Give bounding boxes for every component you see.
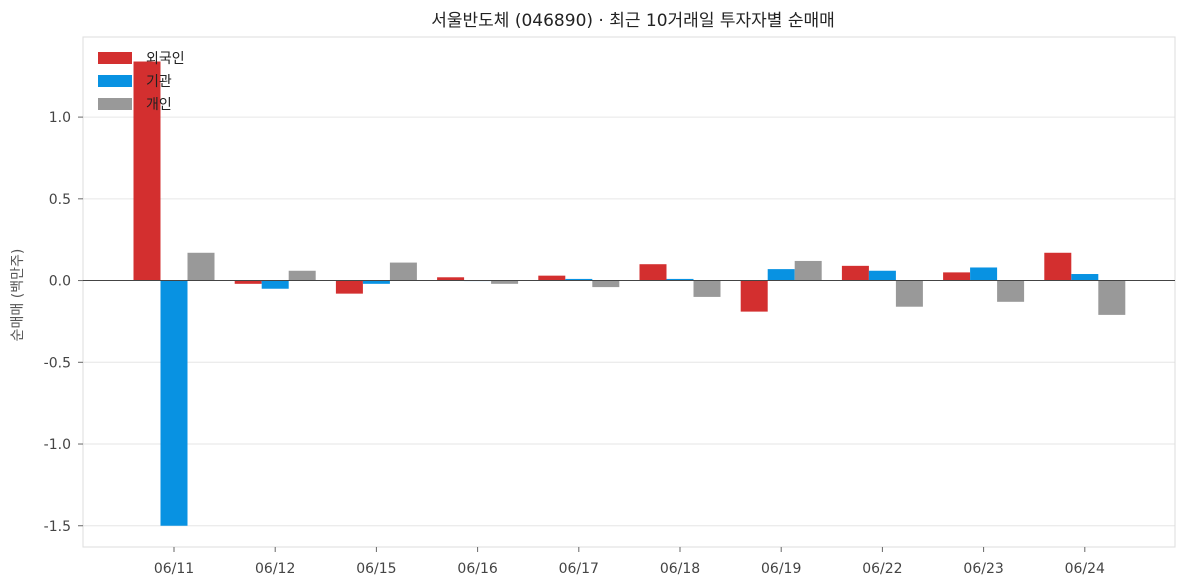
bar [187, 252, 215, 281]
x-tick-label: 06/15 [356, 561, 396, 577]
bar [538, 275, 566, 281]
bar [767, 269, 795, 281]
bar [592, 280, 620, 288]
y-tick-label: -1.0 [44, 437, 71, 453]
y-tick-label: 0.5 [49, 192, 71, 208]
x-tick-label: 06/12 [255, 561, 295, 577]
bar [288, 270, 316, 281]
bar [970, 267, 998, 281]
bar [895, 280, 923, 307]
x-tick-label: 06/11 [154, 561, 194, 577]
bar [389, 262, 417, 281]
plot-area [82, 36, 1176, 548]
bars [133, 61, 1126, 526]
y-tick-label: 1.0 [49, 110, 71, 126]
legend-swatch [98, 52, 132, 64]
bar [133, 61, 161, 281]
bar [1044, 252, 1072, 281]
bar [234, 280, 262, 284]
bar [639, 264, 667, 281]
bar [666, 278, 694, 281]
bar [740, 280, 768, 312]
bar [160, 280, 188, 526]
x-tick-label: 06/19 [761, 561, 801, 577]
legend-swatch [98, 98, 132, 110]
y-tick-label: -1.5 [44, 519, 71, 535]
gridlines [83, 116, 1175, 527]
bar [794, 260, 822, 281]
x-tick-label: 06/24 [1065, 561, 1105, 577]
y-axis-label: 순매매 (백만주) [10, 249, 26, 342]
x-tick-label: 06/16 [457, 561, 497, 577]
bar [997, 280, 1025, 302]
bar [868, 270, 896, 281]
legend-label: 외국인 [146, 51, 185, 67]
bar [362, 280, 390, 284]
y-tick-label: -0.5 [44, 355, 71, 371]
bar [1098, 280, 1126, 315]
bar [841, 265, 869, 281]
bar [437, 277, 465, 281]
y-tick-label: 0.0 [49, 274, 71, 290]
bar [491, 280, 519, 284]
x-tick-label: 06/23 [963, 561, 1003, 577]
bar [1071, 274, 1099, 281]
x-tick-label: 06/17 [559, 561, 599, 577]
bar [693, 280, 721, 297]
legend-swatch [98, 75, 132, 87]
bar [261, 280, 289, 289]
legend-label: 기관 [146, 74, 172, 90]
chart-title: 서울반도체 (046890) · 최근 10거래일 투자자별 순매매 [431, 11, 835, 31]
bar [335, 280, 363, 294]
x-tick-label: 06/22 [862, 561, 902, 577]
bar [943, 272, 971, 281]
x-tick-label: 06/18 [660, 561, 700, 577]
x-axis-ticks: 06/11 06/12 06/15 06/16 06/17 06/18 06/19 06/22… [154, 547, 1105, 577]
y-axis-ticks: 1.0 0.5 0.0 -0.5 -1.0 -1.5 [44, 110, 83, 535]
legend-label: 개인 [146, 97, 172, 113]
bar [565, 278, 593, 281]
